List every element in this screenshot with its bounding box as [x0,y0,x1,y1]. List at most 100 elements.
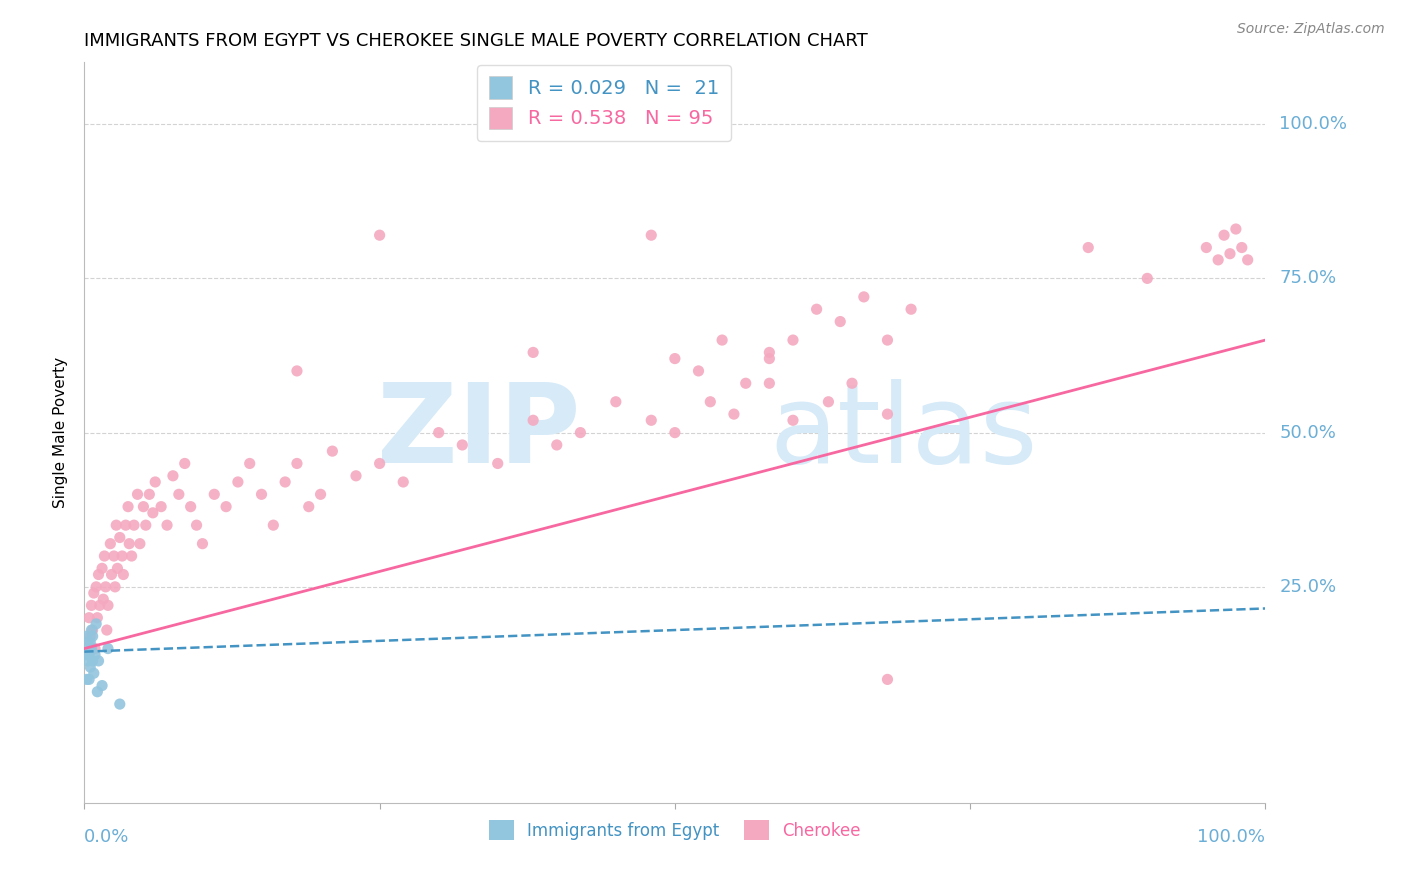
Point [1236,252,1258,267]
Point [142,506,165,520]
Point [876,333,898,347]
Point [605,394,627,409]
Point [522,345,544,359]
Point [817,394,839,409]
Point [150,500,173,514]
Point [226,475,249,489]
Point [664,351,686,366]
Point [806,302,828,317]
Point [841,376,863,391]
Point [298,500,321,514]
Point [664,425,686,440]
Point [80,599,103,613]
Text: 50.0%: 50.0% [1279,424,1336,442]
Point [79,629,101,643]
Point [368,228,391,243]
Point [86,611,108,625]
Point [285,364,308,378]
Point [91,679,114,693]
Point [98,536,121,550]
Point [111,549,134,563]
Point [128,536,150,550]
Point [321,444,343,458]
Point [202,487,225,501]
Point [640,413,662,427]
Point [180,500,202,514]
Point [84,641,107,656]
Point [76,673,98,687]
Point [782,413,804,427]
Point [108,697,131,711]
Point [100,567,122,582]
Point [758,345,780,359]
Point [107,561,129,575]
Point [138,487,160,501]
Point [103,549,125,563]
Point [132,500,155,514]
Point [368,457,391,471]
Point [285,457,308,471]
Point [75,648,97,662]
Point [162,468,184,483]
Point [522,413,544,427]
Point [94,580,117,594]
Point [80,623,103,637]
Point [117,500,139,514]
Point [77,673,100,687]
Point [127,487,149,501]
Point [82,629,104,643]
Text: Source: ZipAtlas.com: Source: ZipAtlas.com [1237,22,1385,37]
Text: 0.0%: 0.0% [84,828,129,846]
Point [76,629,98,643]
Point [758,351,780,366]
Point [97,599,120,613]
Point [93,549,115,563]
Point [1225,222,1247,236]
Point [77,654,100,668]
Point [427,425,450,440]
Point [122,518,145,533]
Point [91,592,114,607]
Point [876,673,898,687]
Point [239,457,262,471]
Point [1077,240,1099,255]
Point [135,518,157,533]
Point [167,487,190,501]
Point [1206,252,1229,267]
Point [77,635,100,649]
Point [1219,246,1241,260]
Point [143,475,166,489]
Point [112,567,135,582]
Point [876,407,898,421]
Point [782,333,804,347]
Text: IMMIGRANTS FROM EGYPT VS CHEROKEE SINGLE MALE POVERTY CORRELATION CHART: IMMIGRANTS FROM EGYPT VS CHEROKEE SINGLE… [84,32,868,50]
Point [1195,240,1218,255]
Point [80,641,103,656]
Text: atlas: atlas [769,379,1038,486]
Point [79,635,101,649]
Text: 100.0%: 100.0% [1279,115,1347,133]
Point [309,487,332,501]
Point [215,500,238,514]
Legend: Immigrants from Egypt, Cherokee: Immigrants from Egypt, Cherokee [482,814,868,847]
Point [108,531,131,545]
Point [900,302,922,317]
Y-axis label: Single Male Poverty: Single Male Poverty [53,357,69,508]
Point [86,685,108,699]
Point [89,599,111,613]
Point [173,457,195,471]
Point [546,438,568,452]
Point [711,333,734,347]
Point [87,654,110,668]
Point [77,611,100,625]
Point [82,623,104,637]
Point [1230,240,1253,255]
Point [84,580,107,594]
Point [569,425,592,440]
Point [121,549,143,563]
Point [186,518,208,533]
Point [114,518,136,533]
Point [274,475,297,489]
Point [83,586,105,600]
Point [91,561,114,575]
